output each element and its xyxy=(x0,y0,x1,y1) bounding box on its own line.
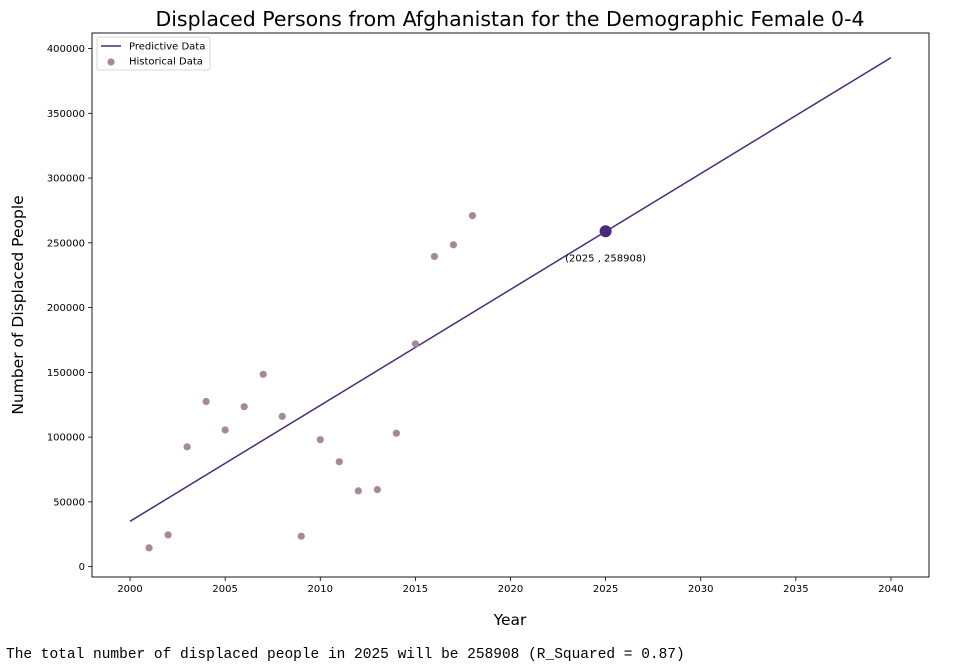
historical-point xyxy=(202,397,210,406)
x-tick-label: 2015 xyxy=(403,584,428,595)
y-axis-label: Number of Displaced People xyxy=(9,195,27,414)
historical-point xyxy=(411,340,419,348)
series-layer xyxy=(129,56,892,552)
historical-point xyxy=(183,443,191,451)
chart-title: Displaced Persons from Afghanistan for t… xyxy=(155,7,864,31)
x-axis-label: Year xyxy=(493,611,527,629)
historical-point xyxy=(164,531,172,539)
historical-point xyxy=(392,429,400,437)
predictive-line xyxy=(129,56,892,522)
x-tick-label: 2040 xyxy=(878,584,903,595)
prediction-label: (2025 , 258908) xyxy=(565,253,646,264)
legend: Predictive Data Historical Data xyxy=(96,36,211,71)
x-tick-label: 2005 xyxy=(212,584,237,595)
historical-point xyxy=(354,487,362,495)
prediction-point xyxy=(599,225,612,238)
historical-point xyxy=(297,532,305,540)
legend-label-historical: Historical Data xyxy=(129,57,203,68)
y-tick-label: 300000 xyxy=(47,174,85,185)
historical-point xyxy=(259,370,267,378)
historical-point xyxy=(316,436,324,444)
x-axis-ticks: 2000 2005 2010 2015 2020 2025 2030 2035 2040 xyxy=(117,577,904,595)
historical-point xyxy=(145,544,153,552)
y-tick-label: 350000 xyxy=(47,109,85,120)
historical-point xyxy=(278,412,286,420)
historical-point xyxy=(468,212,477,220)
historical-point xyxy=(430,252,439,261)
x-tick-label: 2030 xyxy=(688,584,713,595)
historical-point xyxy=(221,426,229,434)
x-tick-label: 2025 xyxy=(593,584,618,595)
y-tick-label: 0 xyxy=(79,562,85,573)
y-axis-ticks: 0 50000 100000 150000 200000 250000 300000 3500… xyxy=(47,44,92,573)
x-tick-label: 2010 xyxy=(308,584,333,595)
summary-text: The total number of displaced people in … xyxy=(6,647,685,663)
historical-point xyxy=(240,403,248,411)
legend-point-swatch xyxy=(107,58,115,66)
historical-point xyxy=(373,485,381,494)
highlight-layer: (2025 , 258908) xyxy=(565,225,646,264)
historical-point xyxy=(335,458,343,466)
x-tick-label: 2020 xyxy=(498,584,523,595)
chart: Displaced Persons from Afghanistan for t… xyxy=(9,7,930,629)
legend-label-predictive: Predictive Data xyxy=(129,42,205,53)
y-tick-label: 50000 xyxy=(53,497,85,508)
y-tick-label: 400000 xyxy=(47,44,85,55)
x-tick-label: 2000 xyxy=(117,584,142,595)
y-tick-label: 200000 xyxy=(47,303,85,314)
x-tick-label: 2035 xyxy=(783,584,808,595)
y-tick-label: 150000 xyxy=(47,368,85,379)
y-tick-label: 250000 xyxy=(47,238,85,249)
historical-point xyxy=(449,241,458,249)
legend-box xyxy=(96,36,211,71)
plot-frame xyxy=(91,32,930,578)
y-tick-label: 100000 xyxy=(47,433,85,444)
